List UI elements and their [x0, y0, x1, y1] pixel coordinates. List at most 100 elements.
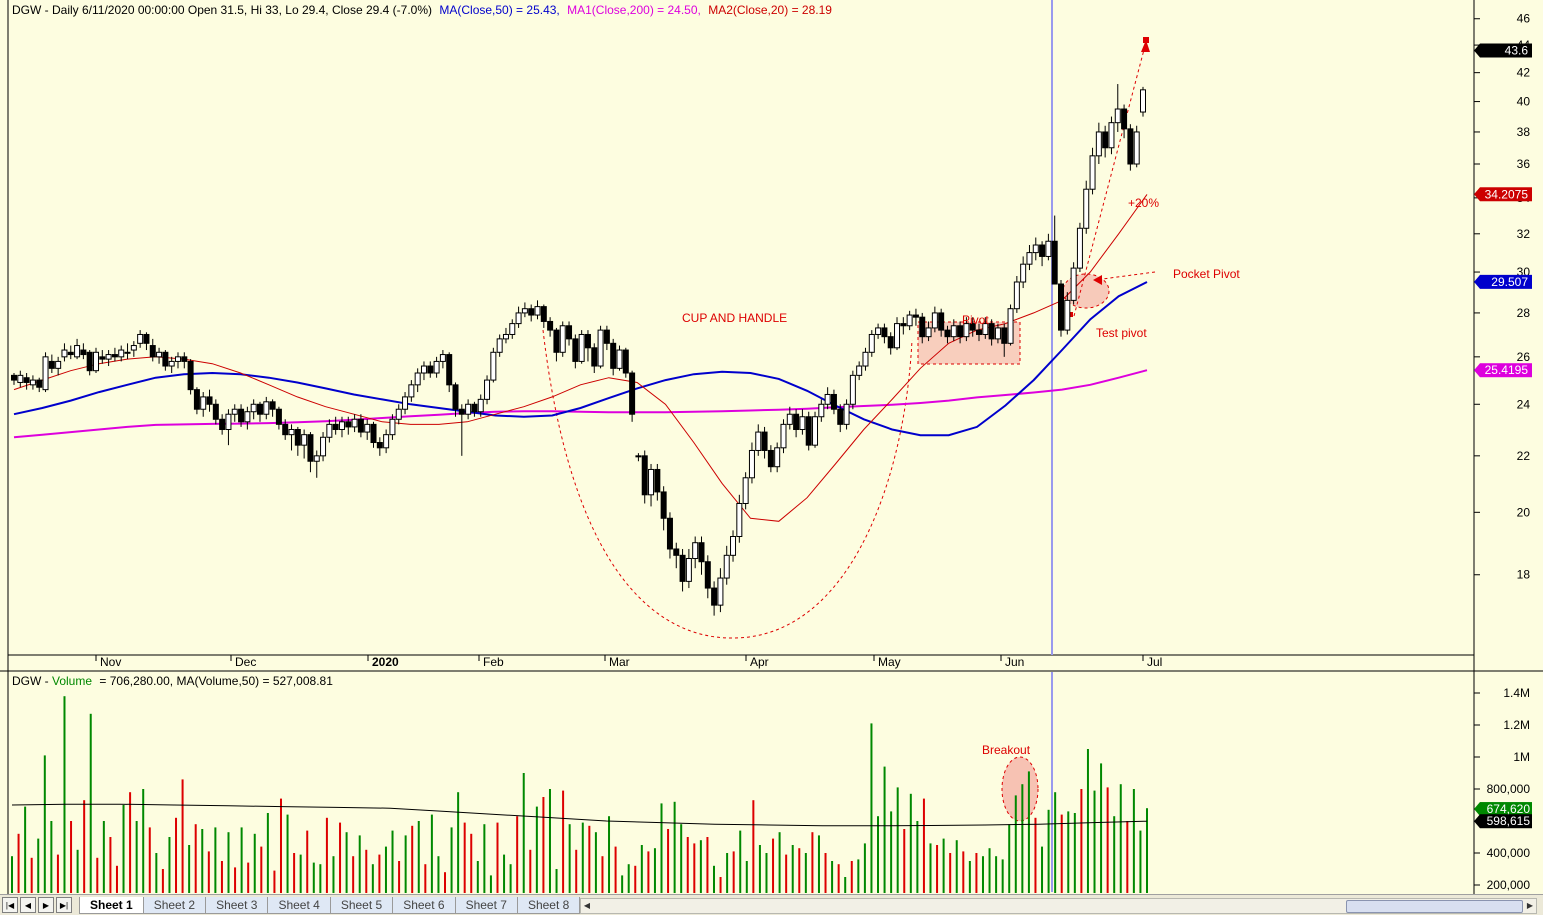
candle[interactable]: [1083, 180, 1090, 234]
candle[interactable]: [736, 494, 743, 543]
candle[interactable]: [906, 310, 913, 331]
candle[interactable]: [313, 450, 320, 478]
candle[interactable]: [919, 312, 926, 344]
candle[interactable]: [124, 343, 131, 360]
candle[interactable]: [730, 530, 737, 562]
candle[interactable]: [528, 304, 535, 322]
candle[interactable]: [944, 325, 951, 344]
candle[interactable]: [1039, 241, 1046, 267]
candle[interactable]: [1070, 262, 1077, 305]
candle[interactable]: [648, 463, 655, 507]
candle[interactable]: [818, 399, 825, 422]
candle[interactable]: [692, 536, 699, 569]
candle[interactable]: [395, 404, 402, 425]
candle[interactable]: [748, 442, 755, 484]
candle[interactable]: [156, 347, 163, 364]
candle[interactable]: [900, 317, 907, 335]
candle[interactable]: [767, 445, 774, 473]
candle[interactable]: [742, 472, 749, 510]
candle[interactable]: [23, 373, 30, 390]
candle[interactable]: [326, 419, 333, 443]
candle[interactable]: [364, 419, 371, 440]
candle[interactable]: [174, 352, 181, 369]
candle[interactable]: [1020, 256, 1027, 289]
sheet-tab[interactable]: Sheet 4: [267, 896, 331, 914]
candle[interactable]: [357, 414, 364, 438]
scrollbar-thumb[interactable]: [1346, 900, 1523, 913]
candle[interactable]: [780, 419, 787, 454]
candle[interactable]: [181, 352, 188, 369]
candle[interactable]: [1058, 279, 1065, 337]
candle[interactable]: [950, 319, 957, 342]
candle[interactable]: [105, 350, 112, 367]
candle[interactable]: [666, 512, 673, 559]
candle[interactable]: [256, 401, 263, 422]
candle[interactable]: [1108, 116, 1115, 155]
candle[interactable]: [294, 426, 301, 456]
candle[interactable]: [111, 347, 118, 362]
candle[interactable]: [1076, 222, 1083, 273]
candle[interactable]: [206, 389, 213, 412]
candle[interactable]: [786, 406, 793, 430]
candle[interactable]: [660, 486, 667, 531]
candle[interactable]: [641, 450, 648, 504]
candle[interactable]: [414, 368, 421, 393]
candle[interactable]: [1007, 304, 1014, 346]
candle[interactable]: [1102, 125, 1109, 158]
candle[interactable]: [521, 302, 528, 318]
candle[interactable]: [1032, 237, 1039, 261]
candle[interactable]: [238, 404, 245, 427]
candle[interactable]: [307, 432, 314, 473]
candle[interactable]: [755, 424, 762, 456]
candle[interactable]: [805, 411, 812, 451]
candle[interactable]: [887, 332, 894, 355]
candle[interactable]: [1089, 147, 1096, 195]
candle[interactable]: [597, 325, 604, 369]
candle[interactable]: [162, 350, 169, 371]
candle[interactable]: [654, 463, 661, 501]
candle[interactable]: [48, 354, 55, 374]
scroll-left-icon[interactable]: ◀: [583, 901, 591, 910]
candle[interactable]: [250, 399, 257, 420]
candle[interactable]: [67, 345, 74, 360]
candle[interactable]: [338, 416, 345, 438]
candle[interactable]: [439, 350, 446, 369]
candle[interactable]: [717, 568, 724, 613]
candle[interactable]: [130, 341, 137, 357]
candle[interactable]: [635, 453, 642, 462]
chart-canvas[interactable]: DGW - Daily 6/11/2020 00:00:00 Open 31.5…: [0, 0, 1543, 894]
candle[interactable]: [566, 321, 573, 346]
candle[interactable]: [433, 356, 440, 378]
candle[interactable]: [685, 548, 692, 589]
candle[interactable]: [547, 317, 554, 337]
last-sheet-button[interactable]: ▶|: [56, 897, 72, 913]
first-sheet-button[interactable]: |◀: [2, 897, 18, 913]
candle[interactable]: [824, 387, 831, 410]
candle[interactable]: [193, 387, 200, 415]
candle[interactable]: [376, 437, 383, 456]
candle[interactable]: [711, 581, 718, 616]
candle[interactable]: [86, 350, 93, 376]
candle[interactable]: [534, 300, 541, 320]
candle[interactable]: [427, 361, 434, 378]
candle[interactable]: [912, 308, 919, 326]
candle[interactable]: [29, 375, 36, 390]
candle[interactable]: [11, 373, 17, 385]
sheet-tab[interactable]: Sheet 6: [392, 896, 456, 914]
candle[interactable]: [452, 382, 459, 417]
candle[interactable]: [17, 370, 24, 388]
candle[interactable]: [402, 392, 409, 415]
candle[interactable]: [1051, 215, 1058, 285]
candle[interactable]: [370, 421, 377, 448]
candle[interactable]: [1140, 86, 1146, 117]
candle[interactable]: [925, 321, 932, 342]
candle[interactable]: [799, 409, 806, 435]
candle[interactable]: [515, 306, 522, 328]
candle[interactable]: [723, 545, 730, 585]
candle[interactable]: [679, 548, 686, 592]
candle[interactable]: [812, 411, 819, 448]
candle[interactable]: [1121, 104, 1128, 139]
candle[interactable]: [761, 426, 768, 459]
candle[interactable]: [137, 330, 144, 348]
candle[interactable]: [559, 321, 566, 357]
